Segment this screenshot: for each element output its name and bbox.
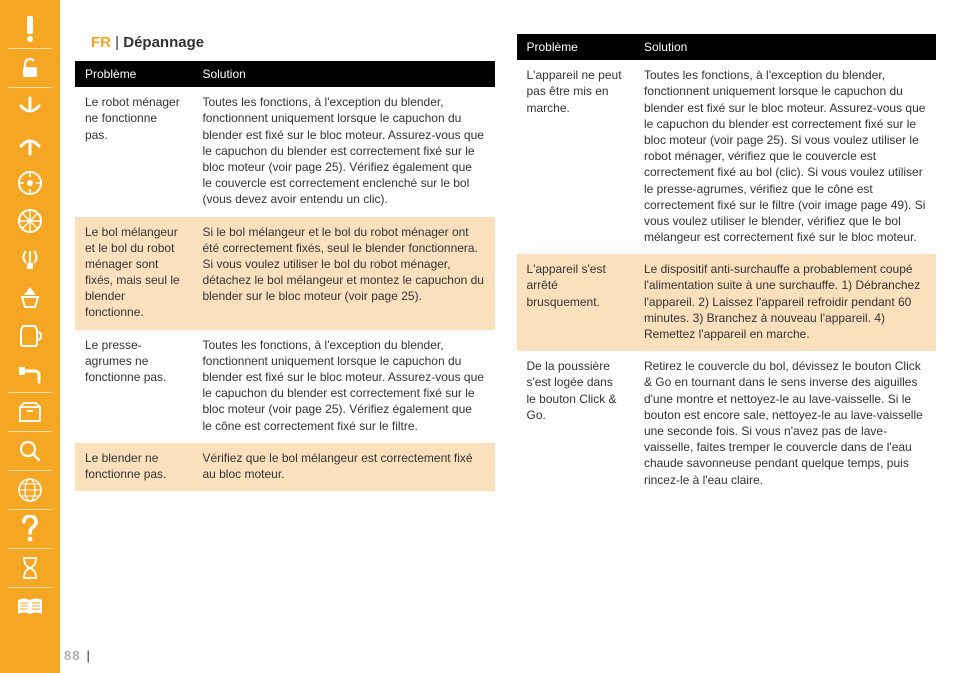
problem-cell: L'appareil s'est arrêté brusquement. — [517, 254, 634, 351]
problem-cell: De la poussière s'est logée dans le bout… — [517, 351, 634, 497]
whisk-icon — [8, 242, 52, 276]
page-number-value: 88 — [64, 648, 80, 663]
solution-cell: Vérifiez que le bol mélangeur est correc… — [192, 443, 494, 491]
left-column: FR | Dépannage Problème Solution Le robo… — [75, 34, 495, 655]
troubleshooting-table-left: Problème Solution Le robot ménager ne fo… — [75, 61, 495, 491]
page-content: FR | Dépannage Problème Solution Le robo… — [75, 34, 936, 655]
section-heading: FR | Dépannage — [75, 34, 495, 51]
table-row: L'appareil ne peut pas être mis en march… — [517, 60, 937, 254]
heading-separator: | — [115, 34, 119, 51]
globe-icon — [8, 473, 52, 507]
disc-icon — [8, 166, 52, 200]
table-row: Le bol mélangeur et le bol du robot ména… — [75, 217, 495, 330]
juicer-icon — [8, 280, 52, 314]
jug-icon — [8, 318, 52, 352]
sidebar-icon-strip — [0, 0, 60, 673]
table-row: L'appareil s'est arrêté brusquement. Le … — [517, 254, 937, 351]
col-solution-header: Solution — [192, 61, 494, 87]
problem-cell: L'appareil ne peut pas être mis en march… — [517, 60, 634, 254]
problem-cell: Le robot ménager ne fonctionne pas. — [75, 87, 192, 216]
problem-cell: Le presse-agrumes ne fonctionne pas. — [75, 330, 192, 443]
hourglass-icon — [8, 551, 52, 585]
tap-icon — [8, 356, 52, 390]
troubleshooting-table-right: Problème Solution L'appareil ne peut pas… — [517, 34, 937, 497]
solution-cell: Toutes les fonctions, à l'exception du b… — [192, 330, 494, 443]
right-column: Problème Solution L'appareil ne peut pas… — [517, 34, 937, 655]
solution-cell: Retirez le couvercle du bol, dévissez le… — [634, 351, 936, 497]
unlock-icon — [8, 51, 52, 85]
solution-cell: Toutes les fonctions, à l'exception du b… — [634, 60, 936, 254]
blade-up-icon — [8, 128, 52, 162]
table-row: De la poussière s'est logée dans le bout… — [517, 351, 937, 497]
blade-down-icon — [8, 90, 52, 124]
col-solution-header: Solution — [634, 34, 936, 60]
citrus-press-icon — [8, 204, 52, 238]
storage-box-icon — [8, 395, 52, 429]
table-row: Le blender ne fonctionne pas. Vérifiez q… — [75, 443, 495, 491]
solution-cell: Si le bol mélangeur et le bol du robot m… — [192, 217, 494, 330]
col-problem-header: Problème — [517, 34, 634, 60]
page-number: 88 | — [64, 648, 91, 663]
magnifier-icon — [8, 434, 52, 468]
table-row: Le presse-agrumes ne fonctionne pas. Tou… — [75, 330, 495, 443]
exclamation-icon — [8, 12, 52, 46]
col-problem-header: Problème — [75, 61, 192, 87]
language-code: FR — [91, 34, 111, 51]
problem-cell: Le blender ne fonctionne pas. — [75, 443, 192, 491]
question-icon — [8, 512, 52, 546]
solution-cell: Toutes les fonctions, à l'exception du b… — [192, 87, 494, 216]
solution-cell: Le dispositif anti-surchauffe a probable… — [634, 254, 936, 351]
section-title: Dépannage — [123, 34, 204, 51]
problem-cell: Le bol mélangeur et le bol du robot ména… — [75, 217, 192, 330]
page-number-bar: | — [86, 648, 90, 663]
table-row: Le robot ménager ne fonctionne pas. Tout… — [75, 87, 495, 216]
book-icon — [8, 590, 52, 624]
